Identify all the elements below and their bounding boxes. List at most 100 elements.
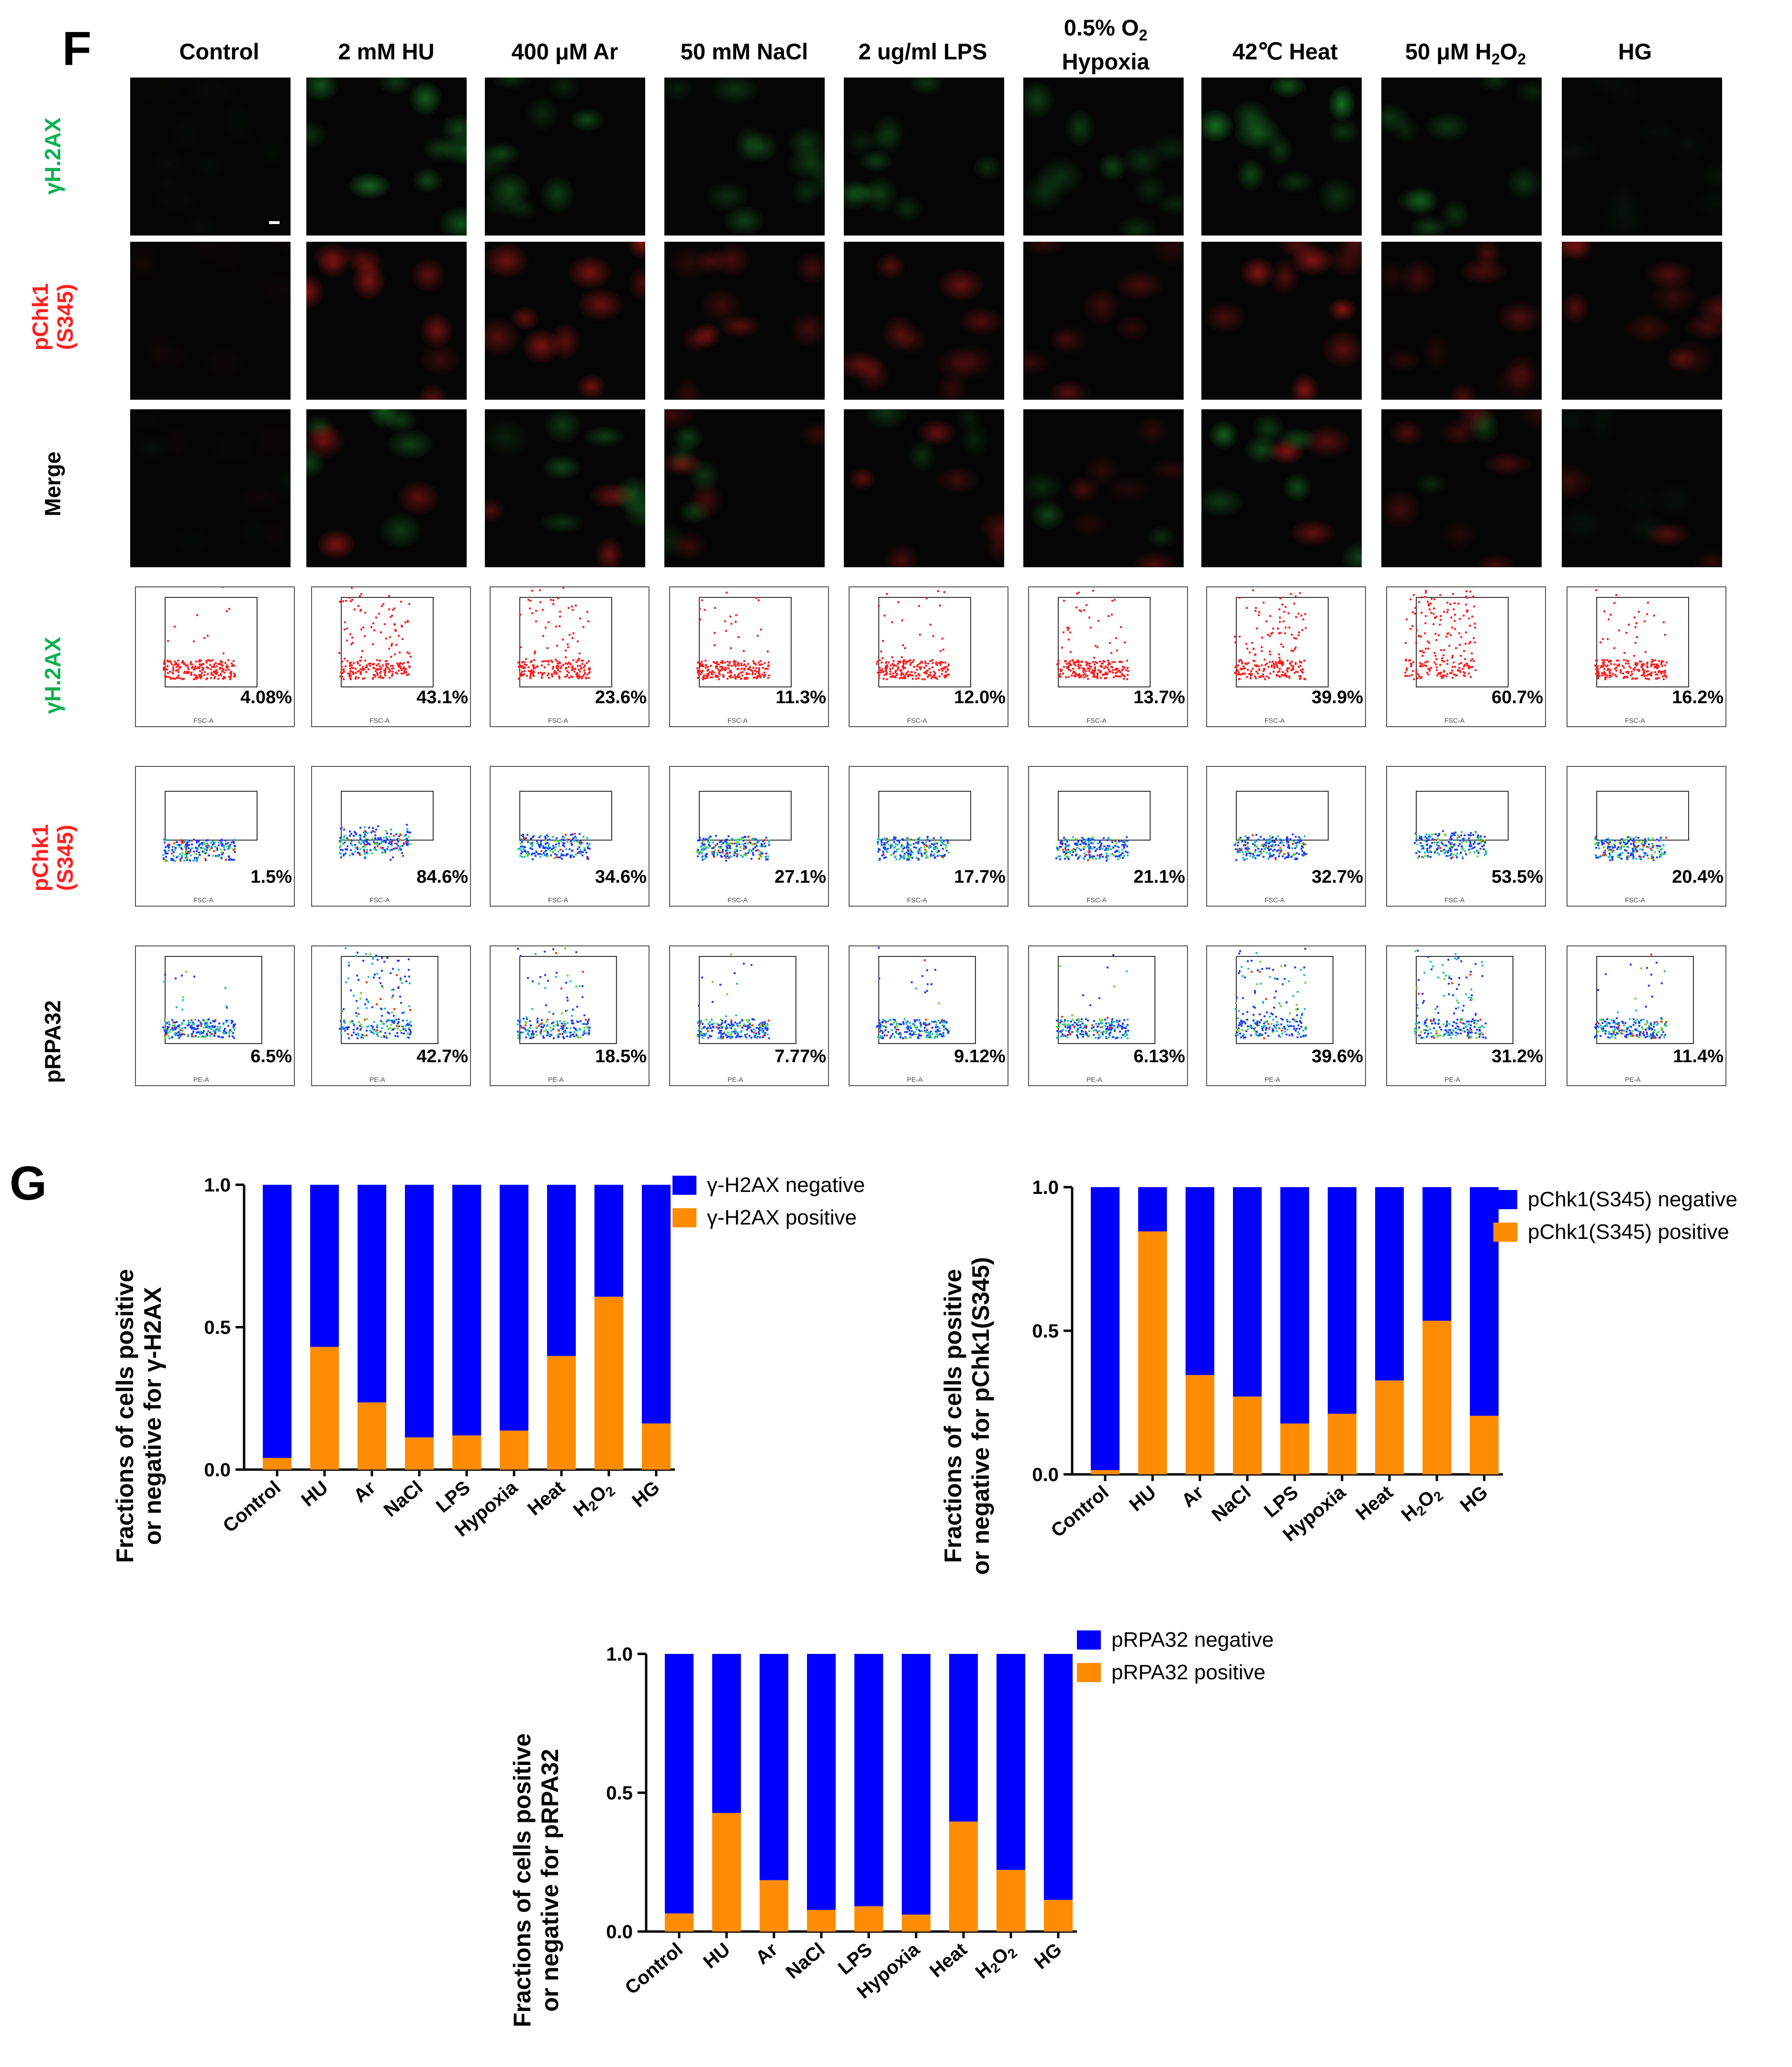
event-dot — [1413, 594, 1415, 596]
event-dot — [1288, 856, 1289, 858]
event-dot — [1072, 659, 1074, 661]
event-dot — [1299, 677, 1301, 679]
event-dot — [1077, 674, 1079, 676]
event-dot — [1633, 655, 1635, 657]
event-dot — [889, 671, 891, 673]
event-dot — [705, 838, 707, 840]
event-dot — [916, 665, 918, 667]
event-dot — [1279, 621, 1281, 623]
micrograph-green-hg — [1562, 78, 1722, 236]
flow-x-axis-label: FSC-A — [728, 896, 748, 904]
event-dot — [540, 840, 542, 842]
cell-nucleus — [1415, 473, 1447, 494]
event-dot — [1264, 678, 1266, 680]
event-dot — [903, 668, 905, 670]
event-dot — [885, 667, 886, 669]
event-dot — [189, 851, 190, 853]
event-dot — [1077, 663, 1079, 665]
event-dot — [1595, 660, 1597, 662]
micrograph-merge-hu — [306, 409, 467, 567]
event-dot — [225, 666, 227, 668]
cell-nucleus — [1422, 334, 1450, 370]
event-dot — [740, 678, 742, 680]
event-dot — [575, 951, 577, 953]
event-dot — [199, 670, 201, 672]
event-dot — [918, 852, 919, 854]
event-dot — [1414, 613, 1416, 615]
event-dot — [1304, 613, 1306, 615]
event-dot — [229, 846, 231, 848]
event-dot — [165, 856, 167, 858]
event-dot — [1299, 665, 1301, 667]
event-dot — [162, 854, 164, 856]
event-dot — [1095, 850, 1097, 852]
event-dot — [396, 663, 398, 664]
event-dot — [579, 985, 581, 987]
event-dot — [179, 667, 181, 669]
event-dot — [1646, 666, 1648, 668]
event-dot — [520, 1025, 522, 1027]
event-dot — [344, 842, 346, 843]
event-dot — [396, 673, 398, 674]
event-dot — [210, 668, 212, 670]
event-dot — [1063, 600, 1065, 602]
event-dot — [376, 1029, 378, 1031]
event-dot — [584, 672, 586, 674]
event-dot — [1072, 836, 1074, 838]
event-dot — [1292, 665, 1294, 667]
event-dot — [1415, 670, 1417, 672]
event-dot — [359, 838, 361, 840]
event-dot — [231, 663, 233, 664]
event-dot — [539, 601, 541, 603]
event-dot — [520, 955, 522, 957]
event-dot — [385, 660, 387, 662]
event-dot — [400, 1002, 402, 1004]
cell-nucleus — [1023, 242, 1065, 255]
event-dot — [194, 1019, 196, 1021]
event-dot — [561, 1027, 563, 1029]
event-dot — [1235, 859, 1237, 861]
event-dot — [1650, 848, 1652, 850]
event-dot — [1288, 612, 1289, 614]
event-dot — [582, 1023, 583, 1025]
event-dot — [1263, 850, 1265, 852]
cell-nucleus — [548, 78, 580, 101]
event-dot — [1473, 637, 1475, 639]
event-dot — [702, 844, 704, 846]
event-dot — [372, 678, 374, 680]
event-dot — [1419, 662, 1421, 664]
event-dot — [1239, 678, 1241, 680]
event-dot — [1451, 627, 1453, 629]
event-dot — [189, 840, 190, 842]
event-dot — [902, 839, 904, 841]
event-dot — [1424, 840, 1426, 842]
cell-nucleus — [1479, 78, 1511, 91]
event-dot — [736, 850, 738, 852]
event-dot — [358, 979, 359, 981]
event-dot — [929, 844, 930, 846]
event-dot — [353, 1029, 355, 1031]
event-dot — [193, 640, 195, 642]
event-dot — [355, 678, 357, 680]
event-dot — [216, 665, 218, 667]
event-dot — [369, 953, 371, 955]
event-dot — [202, 669, 203, 671]
event-dot — [209, 664, 211, 666]
event-dot — [409, 1009, 411, 1011]
scale-bar — [269, 221, 280, 224]
event-dot — [568, 666, 570, 668]
event-dot — [1660, 837, 1662, 839]
event-dot — [531, 590, 533, 592]
event-dot — [1597, 665, 1599, 667]
cell-nucleus — [1151, 242, 1184, 266]
event-dot — [919, 634, 921, 636]
event-dot — [895, 855, 896, 857]
event-dot — [359, 595, 361, 597]
event-dot — [349, 831, 351, 832]
event-dot — [1615, 594, 1617, 596]
event-dot — [195, 676, 197, 678]
event-dot — [545, 843, 547, 845]
event-dot — [370, 831, 372, 833]
event-dot — [533, 668, 535, 670]
event-dot — [556, 660, 558, 662]
